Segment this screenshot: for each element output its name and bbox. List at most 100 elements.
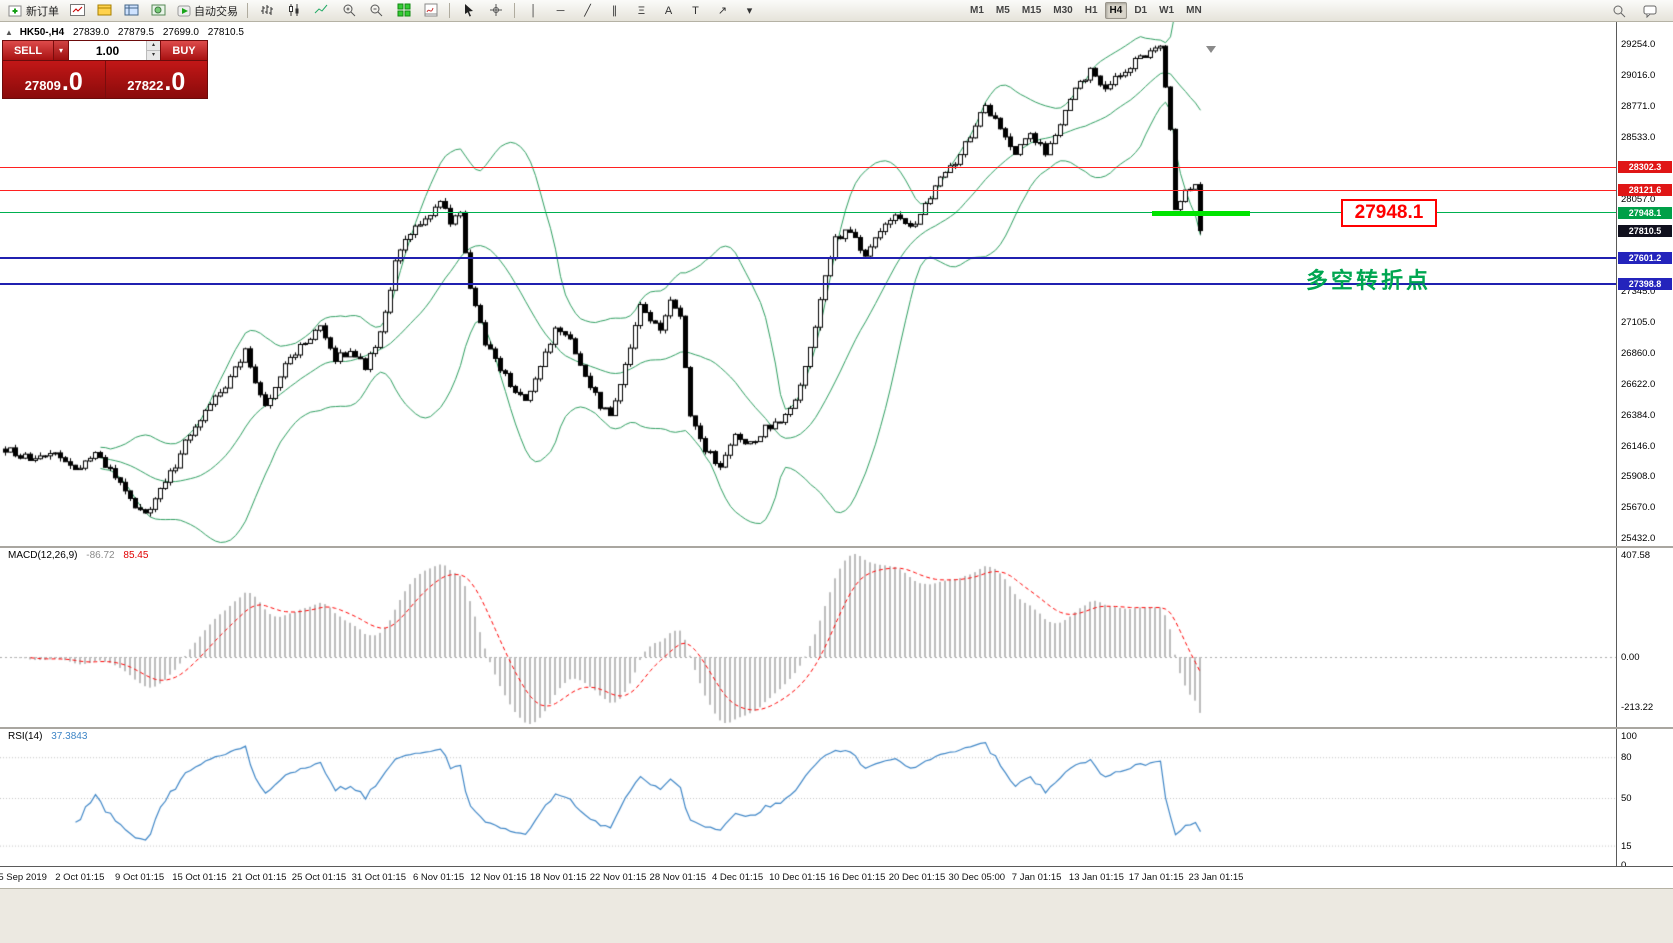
symbol-period-label: HK50-,H4 xyxy=(19,27,65,38)
time-axis-label: 17 Jan 01:15 xyxy=(1128,872,1184,883)
resistance-price-box: 28121.6 xyxy=(1618,184,1672,197)
tile-windows-button[interactable] xyxy=(390,0,417,20)
toolbar-separator xyxy=(514,3,515,18)
chevron-down-icon: ▾ xyxy=(58,46,63,55)
zoom-in-icon xyxy=(342,3,356,17)
bar-chart-icon xyxy=(260,3,274,17)
label-tool[interactable]: T xyxy=(692,4,699,17)
bar-low-value: 27699.0 xyxy=(162,27,199,38)
tile-windows-icon xyxy=(397,3,411,17)
market-watch-button[interactable] xyxy=(91,0,118,20)
timeframe-d1[interactable]: D1 xyxy=(1134,5,1148,16)
macd-pane-separator[interactable] xyxy=(0,546,1673,548)
pivot-price-box: 27948.1 xyxy=(1618,206,1672,219)
search-icon xyxy=(1612,4,1626,18)
timeframe-h4[interactable]: H4 xyxy=(1104,2,1128,19)
volume-input[interactable]: 1.00 xyxy=(95,43,120,58)
text-tool[interactable]: A xyxy=(664,4,673,17)
timeframe-mn[interactable]: MN xyxy=(1186,5,1202,16)
resistance-level-line xyxy=(0,189,1616,191)
chart-window-icon xyxy=(70,3,85,17)
time-axis-label: 25 Sep 2019 xyxy=(0,872,47,883)
channel-tool[interactable]: ∥ xyxy=(611,4,618,17)
support-level-line xyxy=(0,256,1616,259)
price-axis-label: 25432.0 xyxy=(1621,533,1656,544)
buy-button[interactable]: BUY xyxy=(160,41,207,60)
time-axis-label: 21 Oct 01:15 xyxy=(231,872,287,883)
timeframe-m5[interactable]: M5 xyxy=(995,5,1010,16)
chart-shift-marker[interactable] xyxy=(1206,46,1216,53)
time-axis[interactable]: 25 Sep 2019 2 Oct 01:15 9 Oct 01:15 15 Oct … xyxy=(0,866,1673,888)
cursor-icon xyxy=(462,3,476,17)
bar-close-value: 27810.5 xyxy=(207,27,244,38)
buy-price[interactable]: 27822.0 xyxy=(127,67,186,96)
one-click-trading-panel: SELL ▾ 1.00 ▴ ▾ BUY 27809.0 27822.0 xyxy=(2,40,208,99)
sell-price[interactable]: 27809.0 xyxy=(24,67,83,96)
timeframe-h1[interactable]: H1 xyxy=(1084,5,1098,16)
data-window-button[interactable] xyxy=(118,0,145,20)
rsi-indicator-label: RSI(14) 37.3843 xyxy=(8,731,88,742)
shapes-dropdown[interactable]: ▾ xyxy=(746,4,753,17)
price-axis-label: 26146.0 xyxy=(1621,440,1656,452)
time-axis-label: 30 Dec 05:00 xyxy=(948,872,1006,883)
macd-indicator-label: MACD(12,26,9) -86.72 85.45 xyxy=(8,550,149,561)
fibonacci-tool[interactable]: Ξ xyxy=(637,4,646,17)
candlestick-chart-button[interactable] xyxy=(280,0,307,20)
new-order-button[interactable]: 新订单 xyxy=(4,0,63,21)
crosshair-button[interactable] xyxy=(482,0,509,20)
resistance-level-line xyxy=(0,166,1616,168)
time-axis-label: 25 Oct 01:15 xyxy=(291,872,347,883)
horizontal-line-tool[interactable]: ─ xyxy=(556,4,565,17)
zoom-out-button[interactable] xyxy=(362,0,389,20)
macd-axis-label: 407.58 xyxy=(1621,550,1651,561)
chart-canvas[interactable] xyxy=(0,22,1616,866)
chart-area[interactable] xyxy=(0,22,1616,866)
trendline-tool[interactable]: ╱ xyxy=(584,4,591,17)
zoom-in-button[interactable] xyxy=(335,0,362,20)
vertical-line-tool[interactable]: │ xyxy=(530,4,537,17)
arrow-tool[interactable]: ↗ xyxy=(717,4,728,17)
zoom-out-icon xyxy=(369,3,383,17)
rsi-axis-label: 80 xyxy=(1621,752,1632,764)
resistance-price-box: 28302.3 xyxy=(1618,161,1672,173)
support-level-line xyxy=(0,282,1616,285)
new-order-icon xyxy=(8,4,23,18)
timeframe-m30[interactable]: M30 xyxy=(1053,5,1073,16)
timeframe-w1[interactable]: W1 xyxy=(1159,5,1175,16)
price-axis-label: 29016.0 xyxy=(1621,69,1656,81)
macd-main-value: -86.72 xyxy=(86,550,115,561)
rsi-axis-label: 50 xyxy=(1621,793,1632,804)
time-axis-label: 23 Jan 01:15 xyxy=(1188,872,1244,883)
volume-decrease-button[interactable]: ▾ xyxy=(151,52,155,58)
support-price-box: 27601.2 xyxy=(1618,251,1672,264)
bar-chart-button[interactable] xyxy=(253,0,280,20)
price-axis[interactable]: 29254.0 29016.0 28771.0 28533.0 28057.0 27345… xyxy=(1616,22,1673,871)
price-axis-label: 26384.0 xyxy=(1621,409,1656,421)
search-button[interactable] xyxy=(1605,0,1632,21)
price-axis-label: 28533.0 xyxy=(1621,132,1656,144)
pivot-level-line xyxy=(0,212,1616,214)
sell-button[interactable]: SELL xyxy=(3,41,54,60)
rsi-pane-separator[interactable] xyxy=(0,727,1673,729)
macd-axis-label: -213.22 xyxy=(1621,702,1654,713)
order-type-dropdown[interactable]: ▾ xyxy=(54,41,69,60)
time-axis-label: 15 Oct 01:15 xyxy=(172,872,227,883)
volume-increase-button[interactable]: ▴ xyxy=(147,41,160,51)
time-axis-label: 2 Oct 01:15 xyxy=(55,872,105,883)
timeframe-m1[interactable]: M1 xyxy=(970,5,984,16)
line-chart-button[interactable] xyxy=(307,0,334,20)
cursor-button[interactable] xyxy=(455,0,482,20)
window-bottom-area xyxy=(0,888,1673,943)
chart-window-button[interactable] xyxy=(64,0,91,20)
autotrading-button[interactable]: 自动交易 xyxy=(173,0,242,21)
chat-button[interactable] xyxy=(1636,0,1663,21)
time-axis-label: 28 Nov 01:15 xyxy=(649,872,707,883)
indicator-list-button[interactable] xyxy=(417,0,444,20)
time-axis-label: 9 Oct 01:15 xyxy=(115,872,165,883)
one-click-collapse-icon[interactable]: ▲ xyxy=(5,28,13,37)
time-axis-label: 18 Nov 01:15 xyxy=(529,872,587,883)
timeframe-m15[interactable]: M15 xyxy=(1021,5,1042,16)
navigator-button[interactable] xyxy=(145,0,172,20)
line-chart-icon xyxy=(314,3,328,17)
price-axis-label: 28057.0 xyxy=(1621,193,1656,205)
